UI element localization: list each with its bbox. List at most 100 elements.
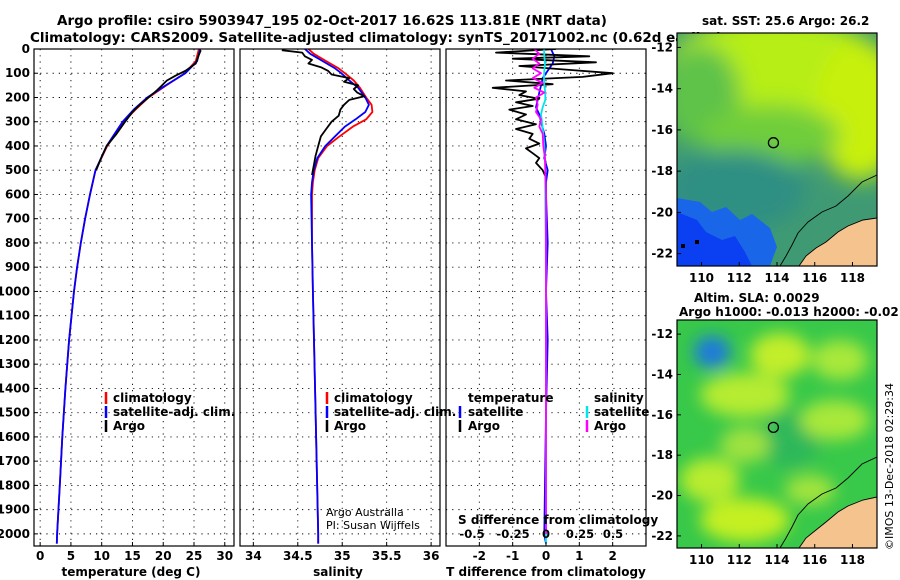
difference-panel: -2 -1 0 1 2 T difference from climatology te… <box>445 48 658 579</box>
s-difference-tick-label: 0.5 <box>603 527 623 541</box>
depth-tick-label: 2000 <box>0 527 30 541</box>
sla-isobath <box>779 456 877 548</box>
salinity-axes-frame <box>239 48 441 547</box>
depth-tick-label: 300 <box>5 115 30 129</box>
sst-colder-region <box>677 212 752 266</box>
salinity-series <box>281 49 374 544</box>
map-y-tick-label: -22 <box>651 247 673 261</box>
sst-map-ticks: 110 112 114 116 118 -12 -14 -16 -18 -20 -22 <box>651 40 865 285</box>
sla-high-patch <box>680 458 740 502</box>
sla-high-patch <box>785 475 835 505</box>
x-tick-label: 30 <box>216 549 233 563</box>
depth-tick-label: 700 <box>5 212 30 226</box>
series-line-argo <box>281 49 366 176</box>
x-tick-label: 34 <box>245 549 262 563</box>
x-tick-label: 34.5 <box>283 549 313 563</box>
sla-high-patch <box>800 400 870 440</box>
x-tick-label: 0 <box>542 549 550 563</box>
map-y-tick-label: -12 <box>651 40 673 54</box>
map-y-tick-label: -12 <box>651 327 673 341</box>
map-x-tick-label: 118 <box>840 271 865 285</box>
sst-land-speck <box>681 244 685 248</box>
x-tick-label: 35 <box>334 549 351 563</box>
temperature-grid <box>34 48 234 546</box>
series-line-t-argo-clim <box>491 49 614 178</box>
figure-title-line2: Climatology: CARS2009. Satellite-adjuste… <box>30 30 722 46</box>
x-tick-label: 0 <box>36 549 44 563</box>
depth-tick-label: 1300 <box>0 357 30 371</box>
depth-tick-label: 1400 <box>0 381 30 395</box>
depth-tick-label: 1600 <box>0 430 30 444</box>
legend-temperature-heading: temperature <box>468 391 553 405</box>
depth-tick-label: 1900 <box>0 503 30 517</box>
imos-credit: ©IMOS 13-Dec-2018 02:29:34 <box>883 383 896 550</box>
s-difference-tick-label: -0.25 <box>496 527 529 541</box>
sst-coastline <box>798 217 877 266</box>
depth-tick-label: 1500 <box>0 406 30 420</box>
legend-climatology: climatology <box>113 391 192 405</box>
x-tick-label: 1 <box>575 549 583 563</box>
depth-tick-label: 1800 <box>0 478 30 492</box>
legend-argo: Argo <box>113 419 145 433</box>
temperature-series <box>55 49 202 544</box>
temperature-x-ticks: 0 5 10 15 20 25 30 <box>36 542 233 563</box>
depth-tick-label: 100 <box>5 66 30 80</box>
credit-argo-australia: Argo Australia <box>326 506 404 519</box>
difference-x-label: T difference from climatology <box>446 565 646 579</box>
legend-s-satellite: satellite <box>594 405 649 419</box>
x-tick-label: 25 <box>186 549 203 563</box>
sla-map-title-line2: Argo h1000: -0.013 h2000: -0.021 <box>679 305 900 319</box>
temperature-x-label: temperature (deg C) <box>62 565 201 579</box>
sst-map-image <box>677 33 877 266</box>
sla-map-image <box>677 320 877 548</box>
map-y-tick-label: -14 <box>651 367 673 381</box>
legend-s-argo: Argo <box>594 419 626 433</box>
sla-land <box>799 497 877 548</box>
map-y-tick-label: -20 <box>651 489 673 503</box>
sla-high-patch <box>700 373 790 417</box>
map-y-tick-label: -16 <box>651 408 673 422</box>
map-y-tick-label: -18 <box>651 164 673 178</box>
temperature-panel: 0100200300400500600700800900100011001200… <box>0 42 235 579</box>
map-y-tick-label: -16 <box>651 123 673 137</box>
depth-tick-label: 500 <box>5 163 30 177</box>
x-tick-label: 36 <box>423 549 440 563</box>
series-line-argo <box>95 49 202 171</box>
s-difference-tick-label: 0.25 <box>566 527 594 541</box>
x-tick-label: 35.5 <box>372 549 402 563</box>
sla-high-patch <box>700 498 790 542</box>
map-y-tick-label: -18 <box>651 448 673 462</box>
sst-land <box>799 218 877 266</box>
legend-t-argo: Argo <box>468 419 500 433</box>
s-difference-tick-label: 0 <box>542 527 550 541</box>
salinity-x-ticks: 34 34.5 35 35.5 36 <box>245 542 439 563</box>
x-tick-label: 2 <box>608 549 616 563</box>
salinity-legend: climatology satellite-adj. clim. Argo <box>325 391 456 433</box>
depth-axis-ticks: 0 100 200 300 400 500 600 700 800 900 1000 1100 1200… <box>0 42 38 541</box>
salinity-grid <box>240 48 440 546</box>
depth-tick-label: 1000 <box>0 284 30 298</box>
sst-map-panel: sat. SST: 25.6 Argo: 26.2 110 112 114 116 11… <box>651 14 878 285</box>
legend-salinity-heading: salinity <box>594 391 644 405</box>
sla-low-eddy <box>694 336 730 368</box>
series-line-satellite-adj-clim- <box>304 49 370 544</box>
difference-x-ticks: -2 -1 0 1 2 <box>473 542 617 563</box>
series-line-satellite-adj-clim- <box>55 49 202 544</box>
map-x-tick-label: 112 <box>727 271 752 285</box>
x-tick-label: 15 <box>124 549 141 563</box>
x-tick-label: -2 <box>473 549 486 563</box>
map-x-tick-label: 118 <box>840 553 865 567</box>
salinity-x-label: salinity <box>313 565 363 579</box>
series-line-climatology <box>55 49 200 544</box>
map-y-tick-label: -14 <box>651 82 673 96</box>
sla-coastline <box>798 496 877 548</box>
sla-map-panel: Altim. SLA: 0.0029 Argo h1000: -0.013 h2… <box>651 291 900 567</box>
legend-satellite: satellite-adj. clim. <box>113 405 235 419</box>
x-tick-label: -1 <box>506 549 519 563</box>
sst-land-speck <box>695 240 699 244</box>
sla-high-patch <box>812 340 868 380</box>
difference-series <box>491 49 614 544</box>
sst-isobath <box>779 174 877 266</box>
map-x-tick-label: 110 <box>689 553 714 567</box>
